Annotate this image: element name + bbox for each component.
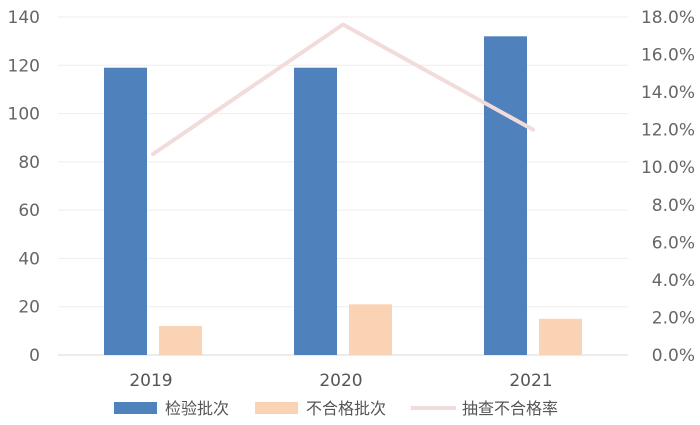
left-tick-label: 120 [8,56,40,76]
left-tick-label: 20 [18,298,40,318]
right-tick-label: 6.0% [652,233,695,253]
legend-label: 抽查不合格率 [462,399,558,418]
bar-failed-2020 [349,304,392,355]
left-tick-label: 140 [8,8,40,28]
right-tick-label: 8.0% [652,196,695,216]
right-tick-label: 16.0% [641,46,695,66]
bar-failed-2019 [159,326,202,355]
right-tick-label: 2.0% [652,308,695,328]
category-label: 2021 [509,371,552,391]
right-tick-label: 14.0% [641,83,695,103]
left-tick-label: 80 [18,153,40,173]
right-axis: 0.0% 2.0% 4.0% 6.0% 8.0% 10.0% 12.0% 14.0% 16.0%… [641,8,695,366]
legend: 检验批次 不合格批次 抽查不合格率 [114,399,558,418]
legend-swatch [114,402,157,414]
line-series [151,22,535,157]
x-axis: 2019 2020 2021 [129,371,552,391]
gridlines [58,16,628,308]
left-tick-label: 60 [18,201,40,221]
right-tick-label: 4.0% [652,271,695,291]
left-tick-label: 40 [18,249,40,269]
category-label: 2020 [319,371,362,391]
left-tick-label: 100 [8,105,40,125]
left-axis: 0 20 40 60 80 100 120 140 [8,8,40,366]
legend-label: 不合格批次 [306,399,386,418]
right-tick-label: 12.0% [641,121,695,141]
rate-line [151,22,535,157]
category-label: 2019 [129,371,172,391]
right-tick-label: 0.0% [652,346,695,366]
legend-swatch [255,402,298,414]
right-tick-label: 10.0% [641,158,695,178]
right-tick-label: 18.0% [641,8,695,28]
bar-inspection-2019 [104,67,147,355]
bar-inspection-2021 [484,36,527,356]
left-tick-label: 0 [29,346,40,366]
bar-failed-2021 [539,318,582,355]
bar-inspection-2020 [294,67,337,355]
legend-label: 检验批次 [165,399,229,418]
bars [104,36,582,356]
